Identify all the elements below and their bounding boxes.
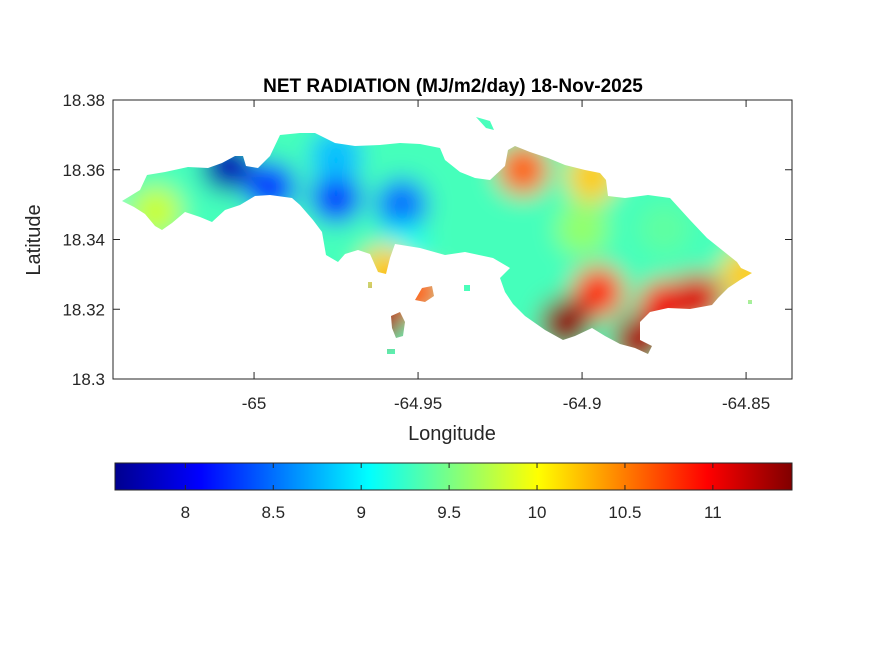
heatmap-region-9 bbox=[497, 143, 550, 196]
x-axis-label: Longitude bbox=[408, 423, 496, 445]
y-tick-label: 18.3 bbox=[72, 370, 105, 389]
y-tick-label: 18.32 bbox=[62, 300, 105, 319]
colorbar: 8 8.5 9 9.5 10 10.5 11 bbox=[114, 462, 793, 522]
colorbar-tick-label: 11 bbox=[704, 503, 722, 522]
heatmap-region-11 bbox=[556, 203, 609, 256]
heatmap-region-8 bbox=[441, 178, 494, 231]
colorbar-tick-label: 10 bbox=[528, 503, 547, 522]
y-tick-label: 18.38 bbox=[62, 91, 105, 110]
colorbar-tick-label: 10.5 bbox=[608, 503, 641, 522]
y-axis-label: Latitude bbox=[23, 204, 45, 275]
colorbar-tick-label: 8.5 bbox=[261, 503, 285, 522]
y-tick-label: 18.36 bbox=[62, 161, 105, 180]
colorbar-tick-label: 9.5 bbox=[437, 503, 461, 522]
heatmap-region-5 bbox=[375, 178, 428, 231]
colorbar-tick-label: 9 bbox=[356, 503, 365, 522]
heatmap-region-3 bbox=[310, 171, 363, 224]
x-tick-label: -64.85 bbox=[722, 394, 770, 413]
x-tick-label: -64.9 bbox=[563, 394, 602, 413]
colorbar-gradient bbox=[114, 462, 793, 491]
plot-area: -65 -64.95 -64.9 -64.85 18.3 18.32 18.34 18.36… bbox=[62, 91, 793, 413]
colorbar-tick-label: 8 bbox=[181, 503, 190, 522]
heatmap-region-12 bbox=[638, 203, 691, 256]
x-tick-label: -65 bbox=[242, 394, 267, 413]
chart-title: NET RADIATION (MJ/m2/day) 18-Nov-2025 bbox=[263, 76, 643, 97]
y-tick-label: 18.34 bbox=[62, 231, 105, 250]
heatmap-region-14 bbox=[572, 265, 625, 318]
x-tick-label: -64.95 bbox=[394, 394, 442, 413]
